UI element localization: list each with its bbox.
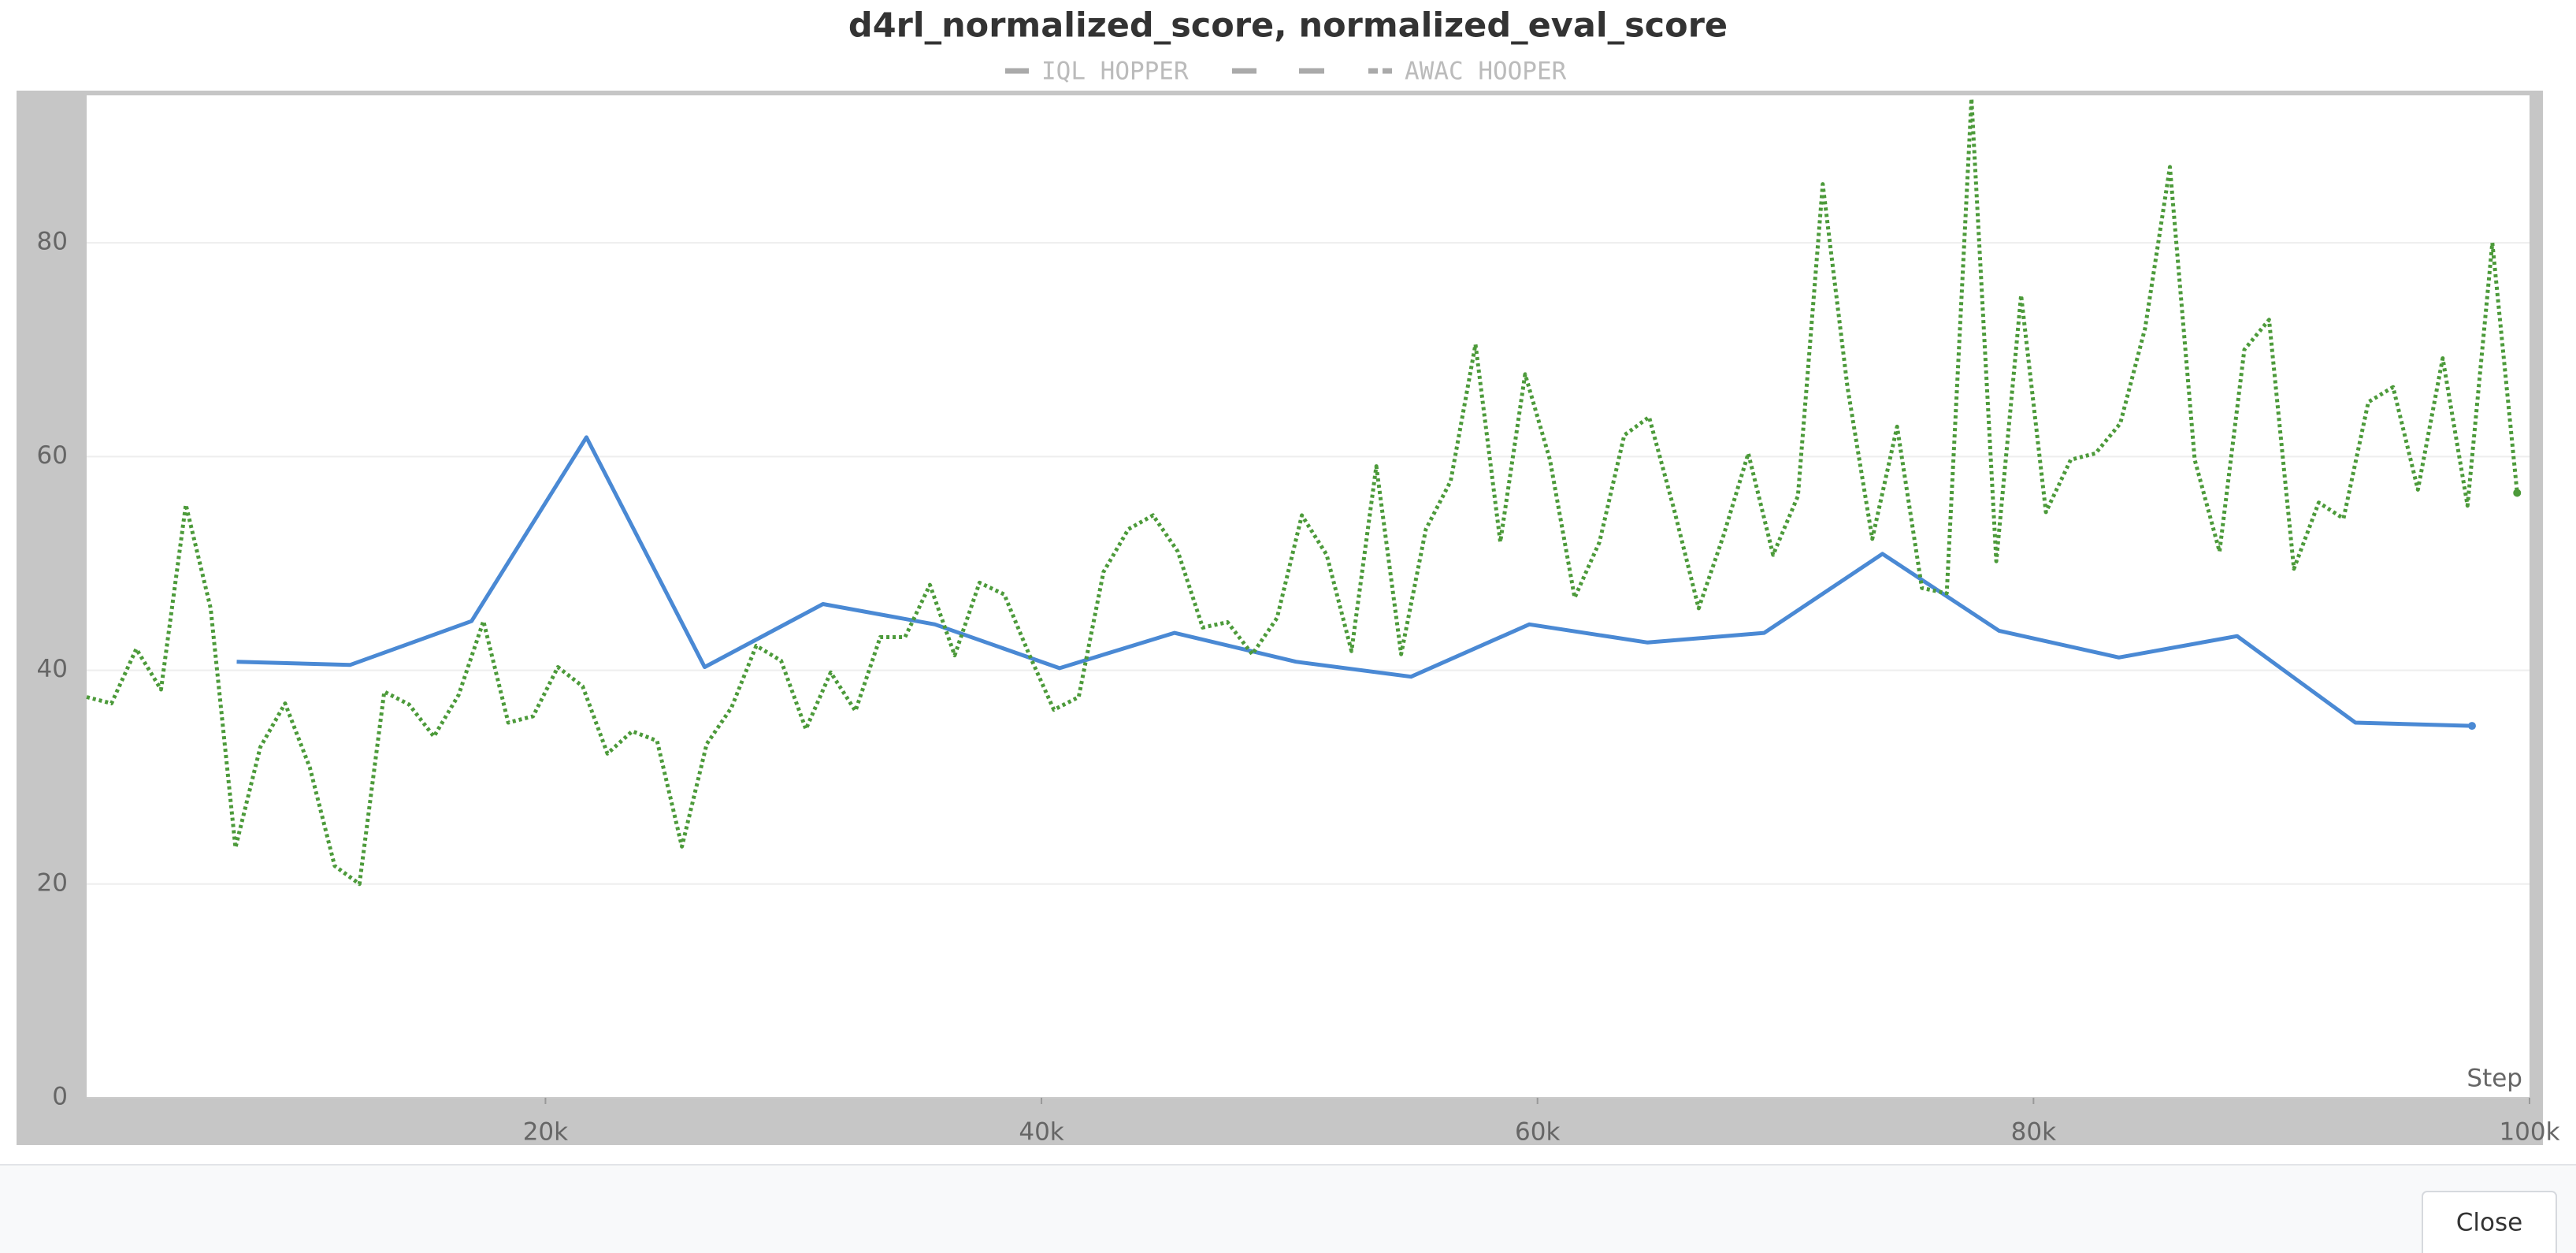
end-marker: [2513, 489, 2522, 497]
series-line: [86, 96, 2519, 887]
x-tick-label: 100k: [2499, 1118, 2559, 1147]
y-tick-label: 20: [37, 868, 68, 897]
chart-title: d4rl_normalized_score, normalized_eval_s…: [848, 6, 1728, 46]
x-tick-label: 60k: [1515, 1118, 1560, 1147]
close-button[interactable]: [2422, 1191, 2557, 1253]
x-tick-label: 40k: [1019, 1118, 1063, 1147]
y-tick-label: 60: [37, 441, 68, 470]
plot-area: [87, 95, 2530, 1098]
footer-panel: [0, 1165, 2576, 1253]
series-line: [236, 435, 2473, 728]
legend-label: IQL HOPPER: [1041, 58, 1189, 86]
y-tick-label: 40: [37, 655, 68, 683]
y-tick-label: 80: [37, 228, 68, 256]
end-marker: [2467, 722, 2476, 731]
legend-label: AWAC HOOPER: [1405, 58, 1567, 86]
x-tick-label: 80k: [2011, 1118, 2056, 1147]
x-tick-label: 20k: [523, 1118, 568, 1147]
x-axis-label: Step: [2467, 1065, 2522, 1093]
close-button-label[interactable]: Close: [2456, 1209, 2522, 1237]
y-tick-label: 0: [52, 1083, 68, 1111]
